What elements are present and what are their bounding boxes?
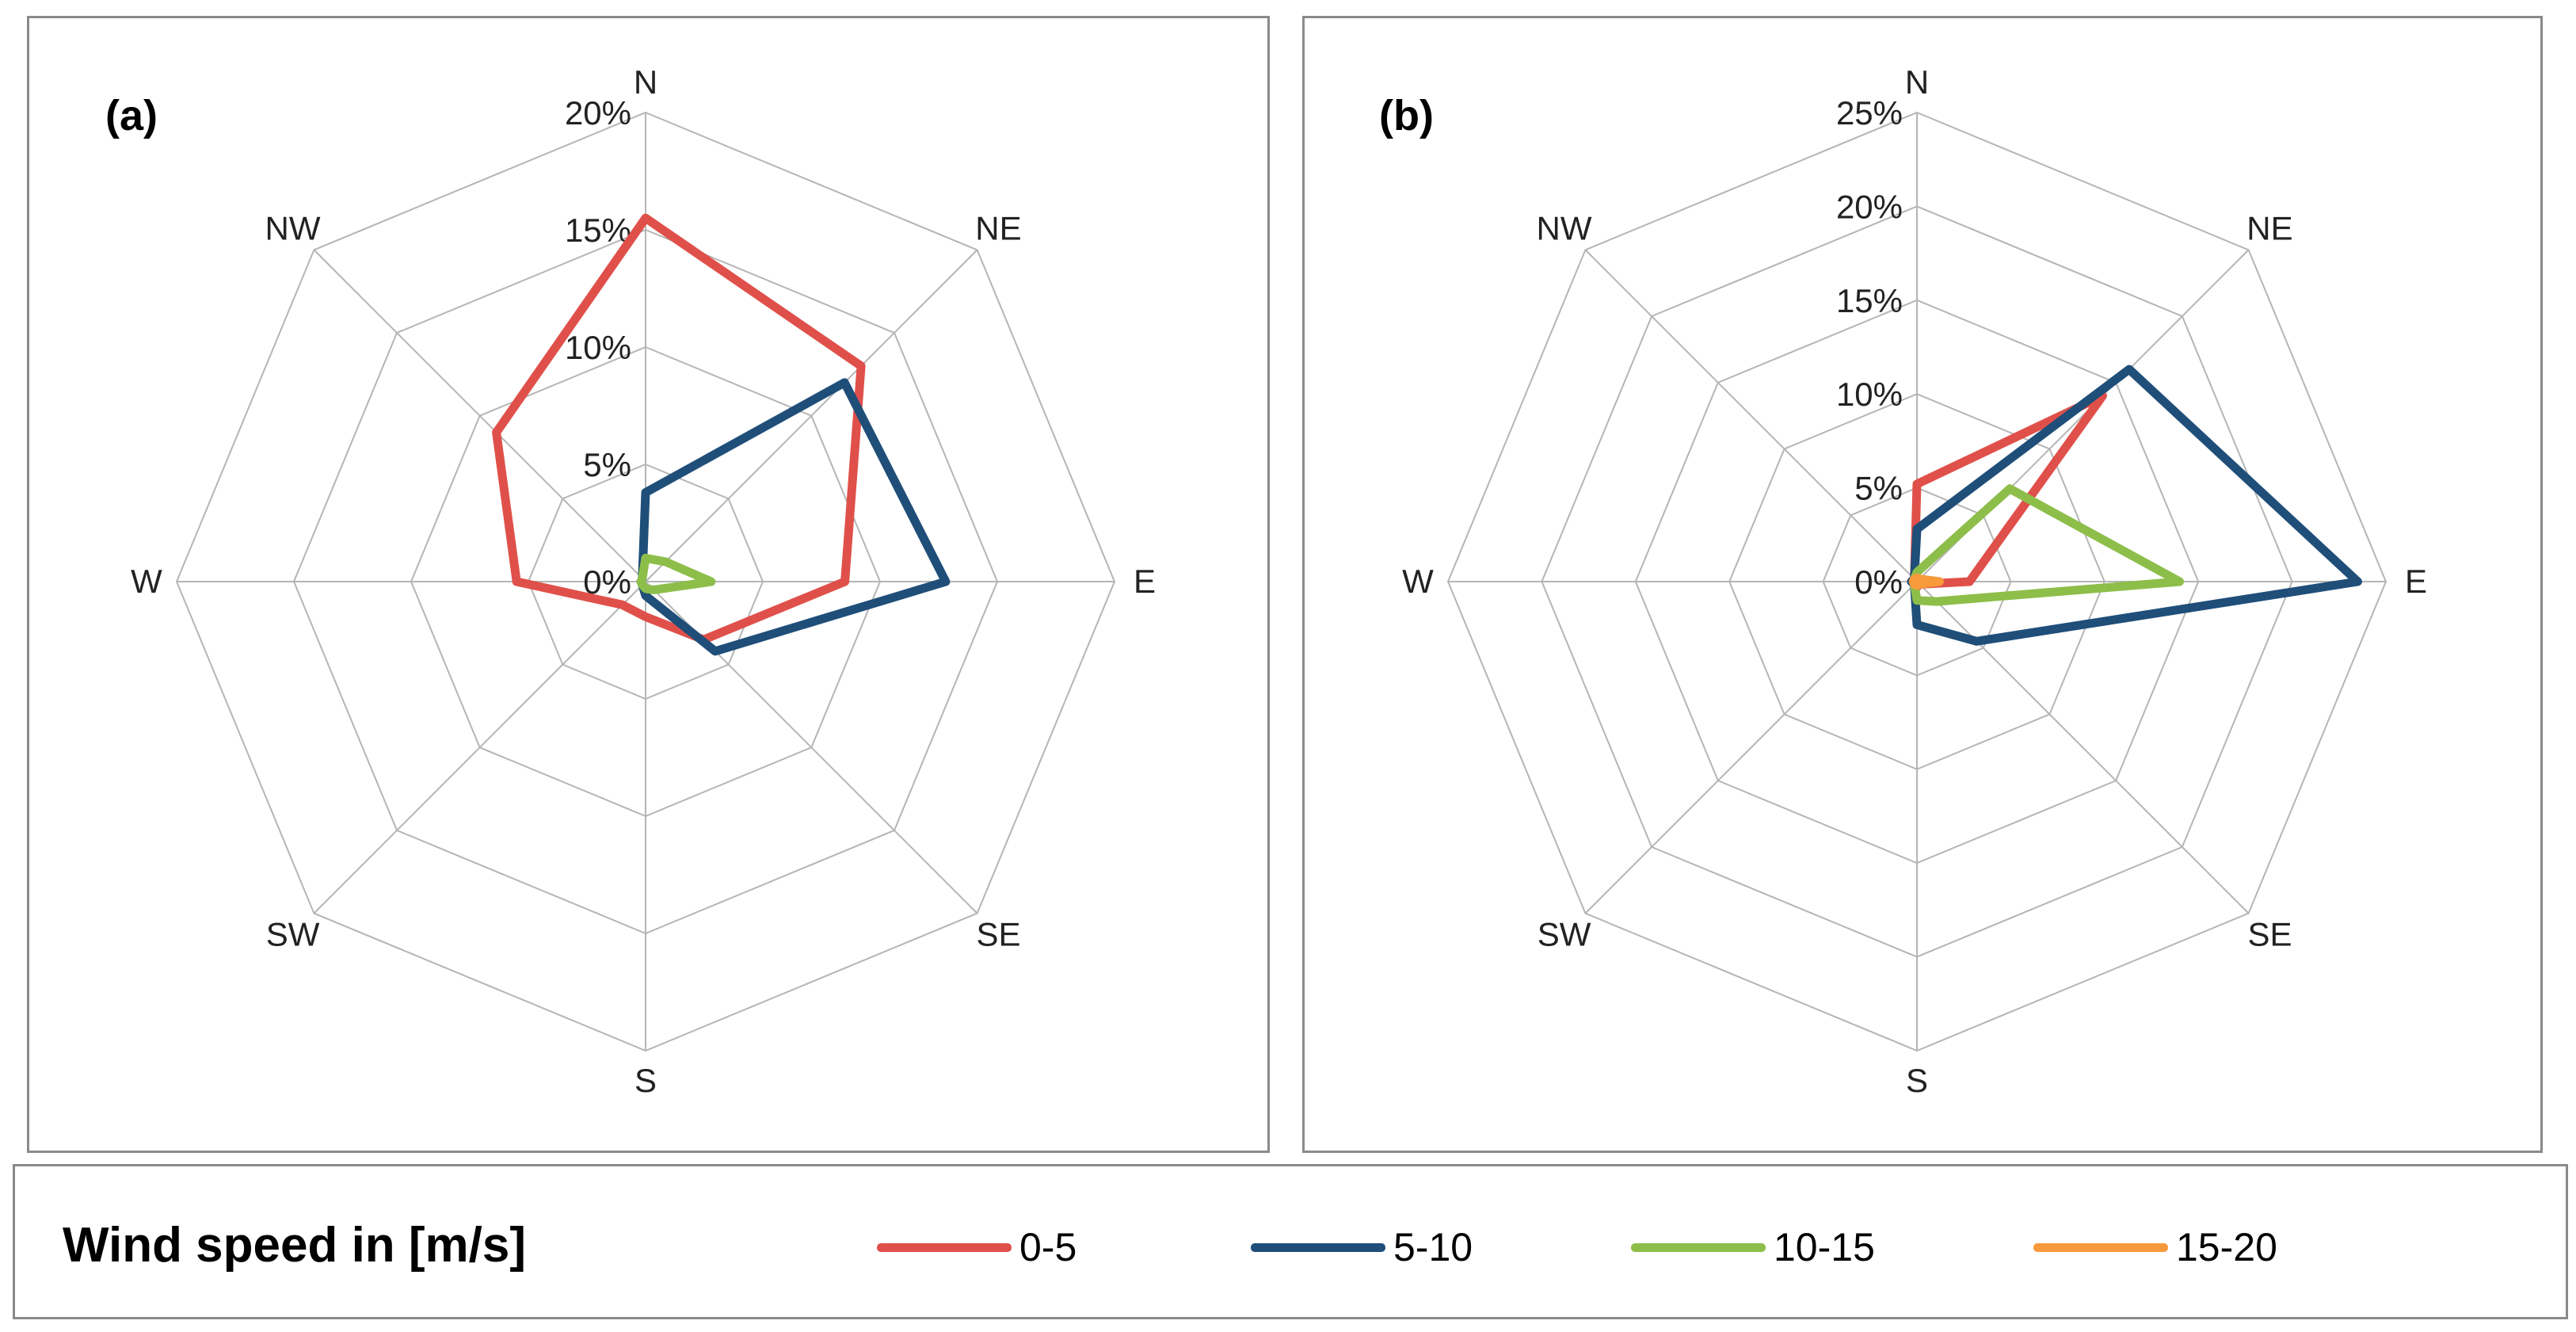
tick-label: 10% (565, 329, 631, 366)
legend-label: 5-10 (1393, 1225, 1473, 1269)
legend-swatch (877, 1242, 1012, 1252)
direction-label-se: SE (2247, 915, 2292, 952)
legend-label: 0-5 (1019, 1225, 1077, 1269)
direction-label-nw: NW (1537, 210, 1592, 247)
panel-label-b: (b) (1379, 92, 1434, 139)
direction-label-se: SE (976, 915, 1020, 952)
legend-swatch (1631, 1242, 1766, 1252)
grid-spoke (1584, 249, 1918, 582)
radar-grid (175, 111, 1116, 1052)
radar-chart-b-plot: N NE E SE S SW W NW 0% 5% 10% 15% 20% 25% (1402, 63, 2427, 1099)
series-10-15 (636, 553, 716, 594)
direction-label-w: W (131, 563, 162, 600)
direction-label-ne: NE (975, 210, 1021, 247)
legend-swatch (1251, 1242, 1385, 1252)
direction-label-n: N (1905, 63, 1929, 101)
grid-spoke (313, 581, 646, 914)
series-5-10 (636, 378, 951, 656)
direction-label-e: E (2405, 563, 2427, 600)
series-15-20 (1908, 573, 1944, 590)
tick-label: 15% (565, 212, 631, 249)
direction-label-s: S (634, 1062, 657, 1099)
legend-title: Wind speed in [m/s] (63, 1218, 527, 1273)
legend-label: 10-15 (1774, 1225, 1875, 1269)
legend-label: 15-20 (2176, 1225, 2277, 1269)
direction-label-nw: NW (265, 210, 321, 247)
legend-swatch (2033, 1242, 2168, 1252)
grid-spoke (1916, 581, 2250, 914)
series-0-5 (492, 213, 866, 644)
legend: Wind speed in [m/s] 0-5 5-10 10-15 15-20 (13, 1164, 2568, 1319)
direction-label-ne: NE (2246, 210, 2292, 247)
tick-label: 20% (565, 94, 631, 132)
tick-label: 0% (1854, 563, 1903, 601)
legend-item-10-15: 10-15 (1631, 1223, 1875, 1271)
direction-label-e: E (1134, 563, 1156, 600)
direction-label-sw: SW (1538, 915, 1591, 952)
radar-chart-b: N NE E SE S SW W NW 0% 5% 10% 15% 20% 25% (b) (1302, 16, 2543, 1153)
tick-label: 15% (1836, 282, 1903, 319)
legend-item-15-20: 15-20 (2033, 1223, 2277, 1271)
radar-chart-a: N NE E SE S SW W NW 0% 5% 10% 15% 20% (a) (27, 16, 1270, 1153)
tick-label: 10% (1836, 376, 1903, 413)
legend-item-5-10: 5-10 (1251, 1223, 1473, 1271)
panel-label-a: (a) (105, 92, 158, 139)
grid-spoke (1584, 581, 1918, 914)
direction-label-w: W (1402, 563, 1434, 600)
tick-label: 25% (1836, 94, 1903, 132)
tick-label: 5% (583, 446, 631, 483)
tick-label: 5% (1854, 470, 1903, 507)
grid-spoke (313, 249, 646, 582)
direction-label-n: N (634, 63, 657, 101)
tick-label: 20% (1836, 188, 1903, 225)
legend-item-0-5: 0-5 (877, 1223, 1077, 1271)
direction-label-s: S (1906, 1062, 1928, 1099)
grid-spoke (645, 249, 978, 582)
direction-label-sw: SW (266, 915, 320, 952)
